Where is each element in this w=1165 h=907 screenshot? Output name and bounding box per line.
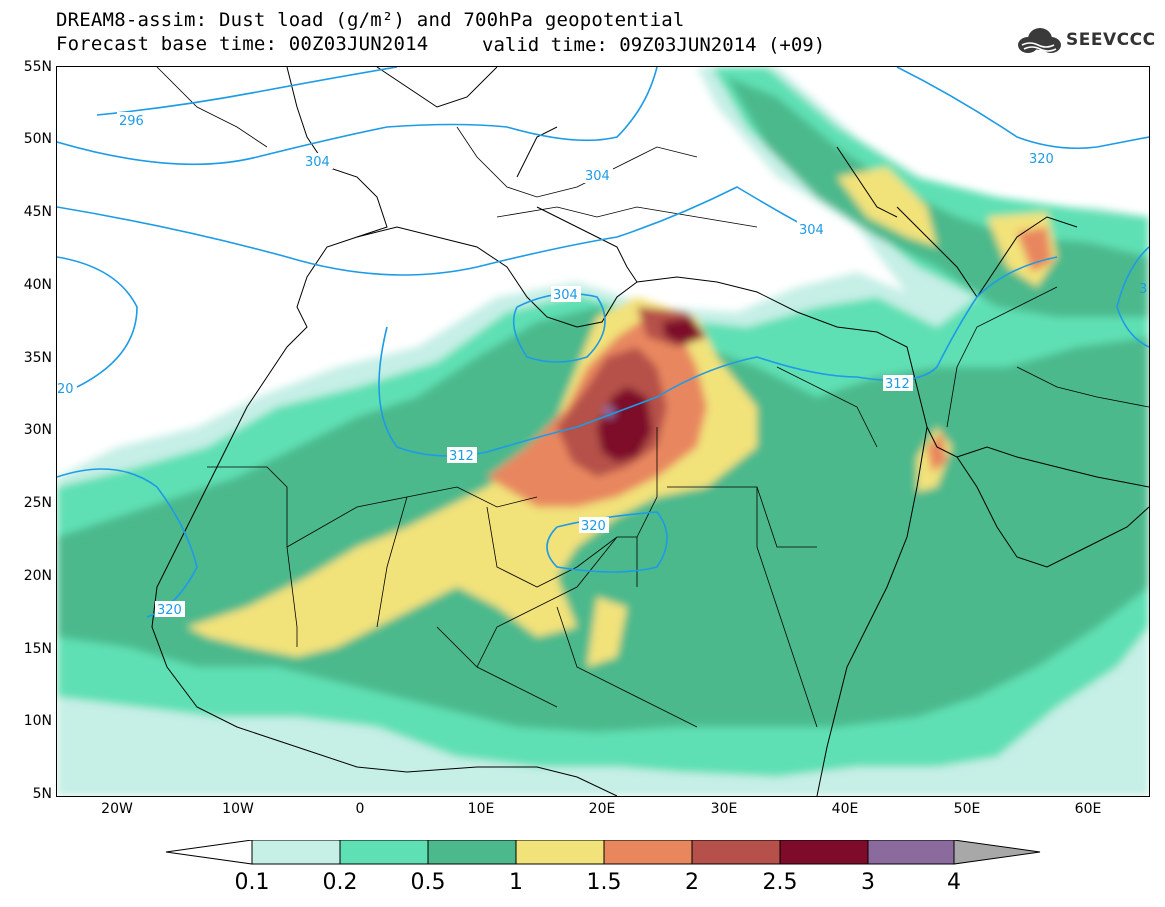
lat-tick-40n: 40N: [23, 277, 52, 293]
colorbar-box-4: [515, 840, 605, 865]
contour-label-304-d: 304: [553, 288, 578, 303]
dust-band-1-blob: [837, 167, 937, 247]
contour-label-304-c: 304: [799, 223, 824, 238]
colorbar-box-2: [339, 840, 429, 865]
contour-label-296: 296: [119, 114, 144, 129]
dust-band-1.5-gulf: [927, 432, 947, 472]
lat-tick-45n: 45N: [23, 204, 52, 220]
contour-label-3: 3: [1139, 282, 1147, 297]
colorbar-label-3: 3: [861, 870, 875, 895]
dust-band-2.5-greece: [662, 317, 702, 345]
contour-label-304-a: 304: [305, 155, 330, 170]
contour-label-320-b: 320: [157, 603, 182, 618]
lon-tick-10e: 10E: [467, 801, 495, 817]
lat-tick-30n: 30N: [23, 422, 52, 438]
contour-label-320-c: 320: [1029, 152, 1054, 167]
lat-tick-20n: 20N: [23, 568, 52, 584]
colorbar-label-4: 4: [947, 870, 961, 895]
dust-map: 296 304 304 304 304 312 312 320 320 320 …: [56, 66, 1150, 797]
map-title: DREAM8-assim: Dust load (g/m²) and 700hP…: [56, 9, 685, 31]
dust-load-field: 296 304 304 304 304 312 312 320 320 320 …: [57, 67, 1149, 796]
lat-tick-35n: 35N: [23, 350, 52, 366]
logo-text: SEEVCCC: [1066, 30, 1156, 50]
dust-band-2.5: [597, 387, 652, 462]
contour-labels: 296 304 304 304 304 312 312 320 320 320 …: [57, 112, 1147, 618]
valid-time: valid time: 09Z03JUN2014 (+09): [482, 34, 826, 56]
colorbar-label-1.5: 1.5: [586, 870, 622, 895]
contour-label-312-a: 312: [449, 449, 474, 464]
colorbar-box-5: [603, 840, 693, 865]
country-borders: [156, 67, 1149, 728]
lon-tick-30e: 30E: [710, 801, 738, 817]
cloud-icon: [1018, 28, 1061, 53]
colorbar-label-2: 2: [685, 870, 699, 895]
lat-tick-10n: 10N: [23, 713, 52, 729]
contour-label-20: 20: [57, 382, 74, 397]
colorbar: [165, 840, 1041, 865]
contour-label-312-b: 312: [885, 377, 910, 392]
colorbar-box-6: [691, 840, 781, 865]
geopotential-contours: [57, 67, 1149, 618]
dust-band-1-sahel: [587, 597, 627, 667]
lon-tick-20e: 20E: [588, 801, 616, 817]
colorbar-box-7: [779, 840, 869, 865]
lat-tick-25n: 25N: [23, 495, 52, 511]
lat-tick-15n: 15N: [23, 641, 52, 657]
lon-tick-50e: 50E: [953, 801, 981, 817]
colorbar-box-3: [427, 840, 517, 865]
colorbar-left-arrow: [165, 840, 253, 865]
colorbar-label-0.2: 0.2: [322, 870, 358, 895]
lon-tick-60e: 60E: [1074, 801, 1102, 817]
contour-label-304-b: 304: [585, 169, 610, 184]
dust-band-3: [603, 406, 615, 418]
lat-tick-50n: 50N: [23, 131, 52, 147]
lat-tick-55n: 55N: [23, 59, 52, 75]
logo: SEEVCCC: [1016, 26, 1156, 54]
colorbar-right-arrow: [953, 840, 1041, 865]
colorbar-box-1: [251, 840, 341, 865]
forecast-base-time: Forecast base time: 00Z03JUN2014: [56, 33, 429, 55]
coastlines: [151, 67, 1149, 796]
lat-tick-5n: 5N: [32, 786, 52, 802]
colorbar-label-1: 1: [509, 870, 523, 895]
colorbar-label-0.5: 0.5: [410, 870, 446, 895]
colorbar-box-8: [867, 840, 955, 865]
lon-tick-10w: 10W: [222, 801, 254, 817]
lon-tick-0: 0: [355, 801, 365, 817]
colorbar-label-0.1: 0.1: [234, 870, 270, 895]
lon-tick-40e: 40E: [831, 801, 859, 817]
colorbar-label-2.5: 2.5: [762, 870, 798, 895]
contour-label-320-a: 320: [581, 519, 606, 534]
lon-tick-20w: 20W: [101, 801, 133, 817]
